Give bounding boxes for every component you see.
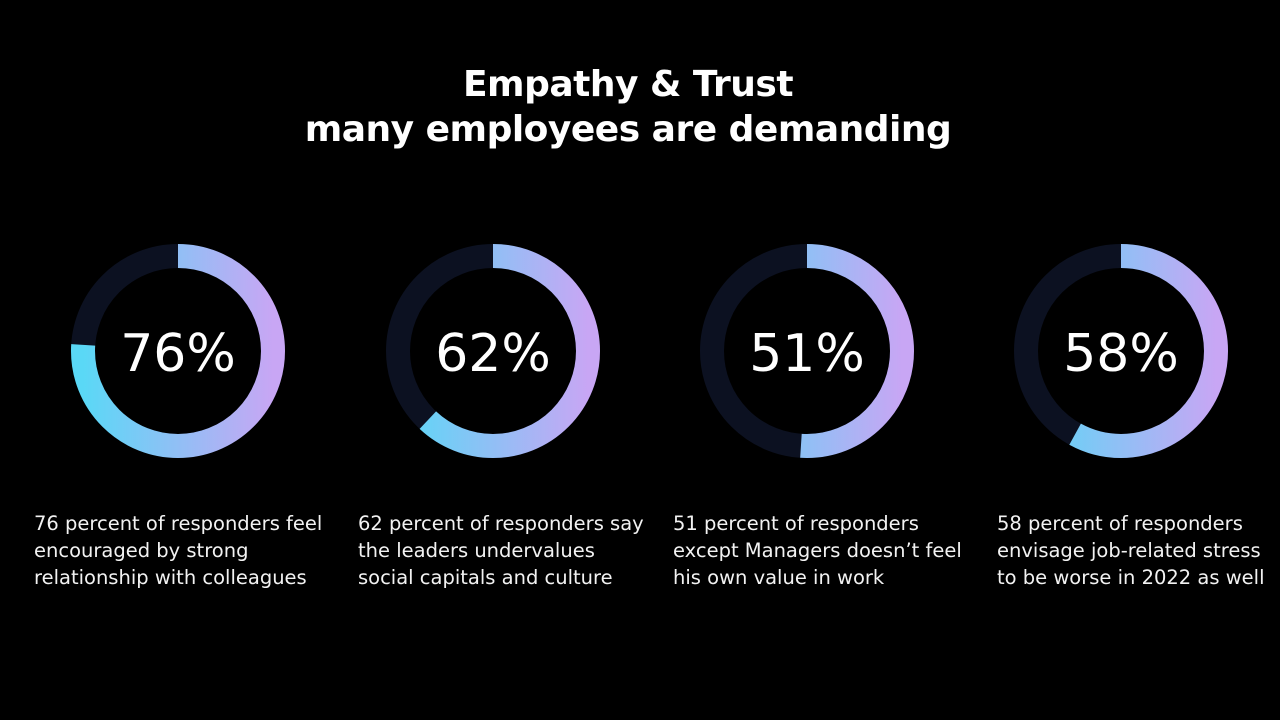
donut-percent-label: 76% (120, 324, 236, 384)
description-2: 62 percent of responders say the leaders… (358, 512, 644, 589)
donut-value-arc (71, 244, 285, 458)
donut-chart-3: 51% (700, 244, 914, 458)
page-title: Empathy & Trust many employees are deman… (0, 62, 1256, 152)
donut-chart-2: 62% (386, 244, 600, 458)
donut-value-arc (386, 244, 600, 458)
donut-percent-label: 51% (749, 324, 865, 384)
donut-percent-label: 58% (1063, 324, 1179, 384)
donut-chart-4: 58% (1014, 244, 1228, 458)
donut-value-arc (1014, 244, 1228, 458)
donut-percent-label: 62% (435, 324, 551, 384)
donut-value-arc (700, 244, 914, 458)
description-3: 51 percent of responders except Managers… (673, 512, 962, 589)
title-line-1: Empathy & Trust (462, 64, 794, 105)
donut-chart-1: 76% (71, 244, 285, 458)
title-line-2: many employees are demanding (304, 109, 952, 150)
description-1: 76 percent of responders feel encouraged… (34, 512, 323, 589)
description-4: 58 percent of responders envisage job-re… (997, 512, 1265, 589)
